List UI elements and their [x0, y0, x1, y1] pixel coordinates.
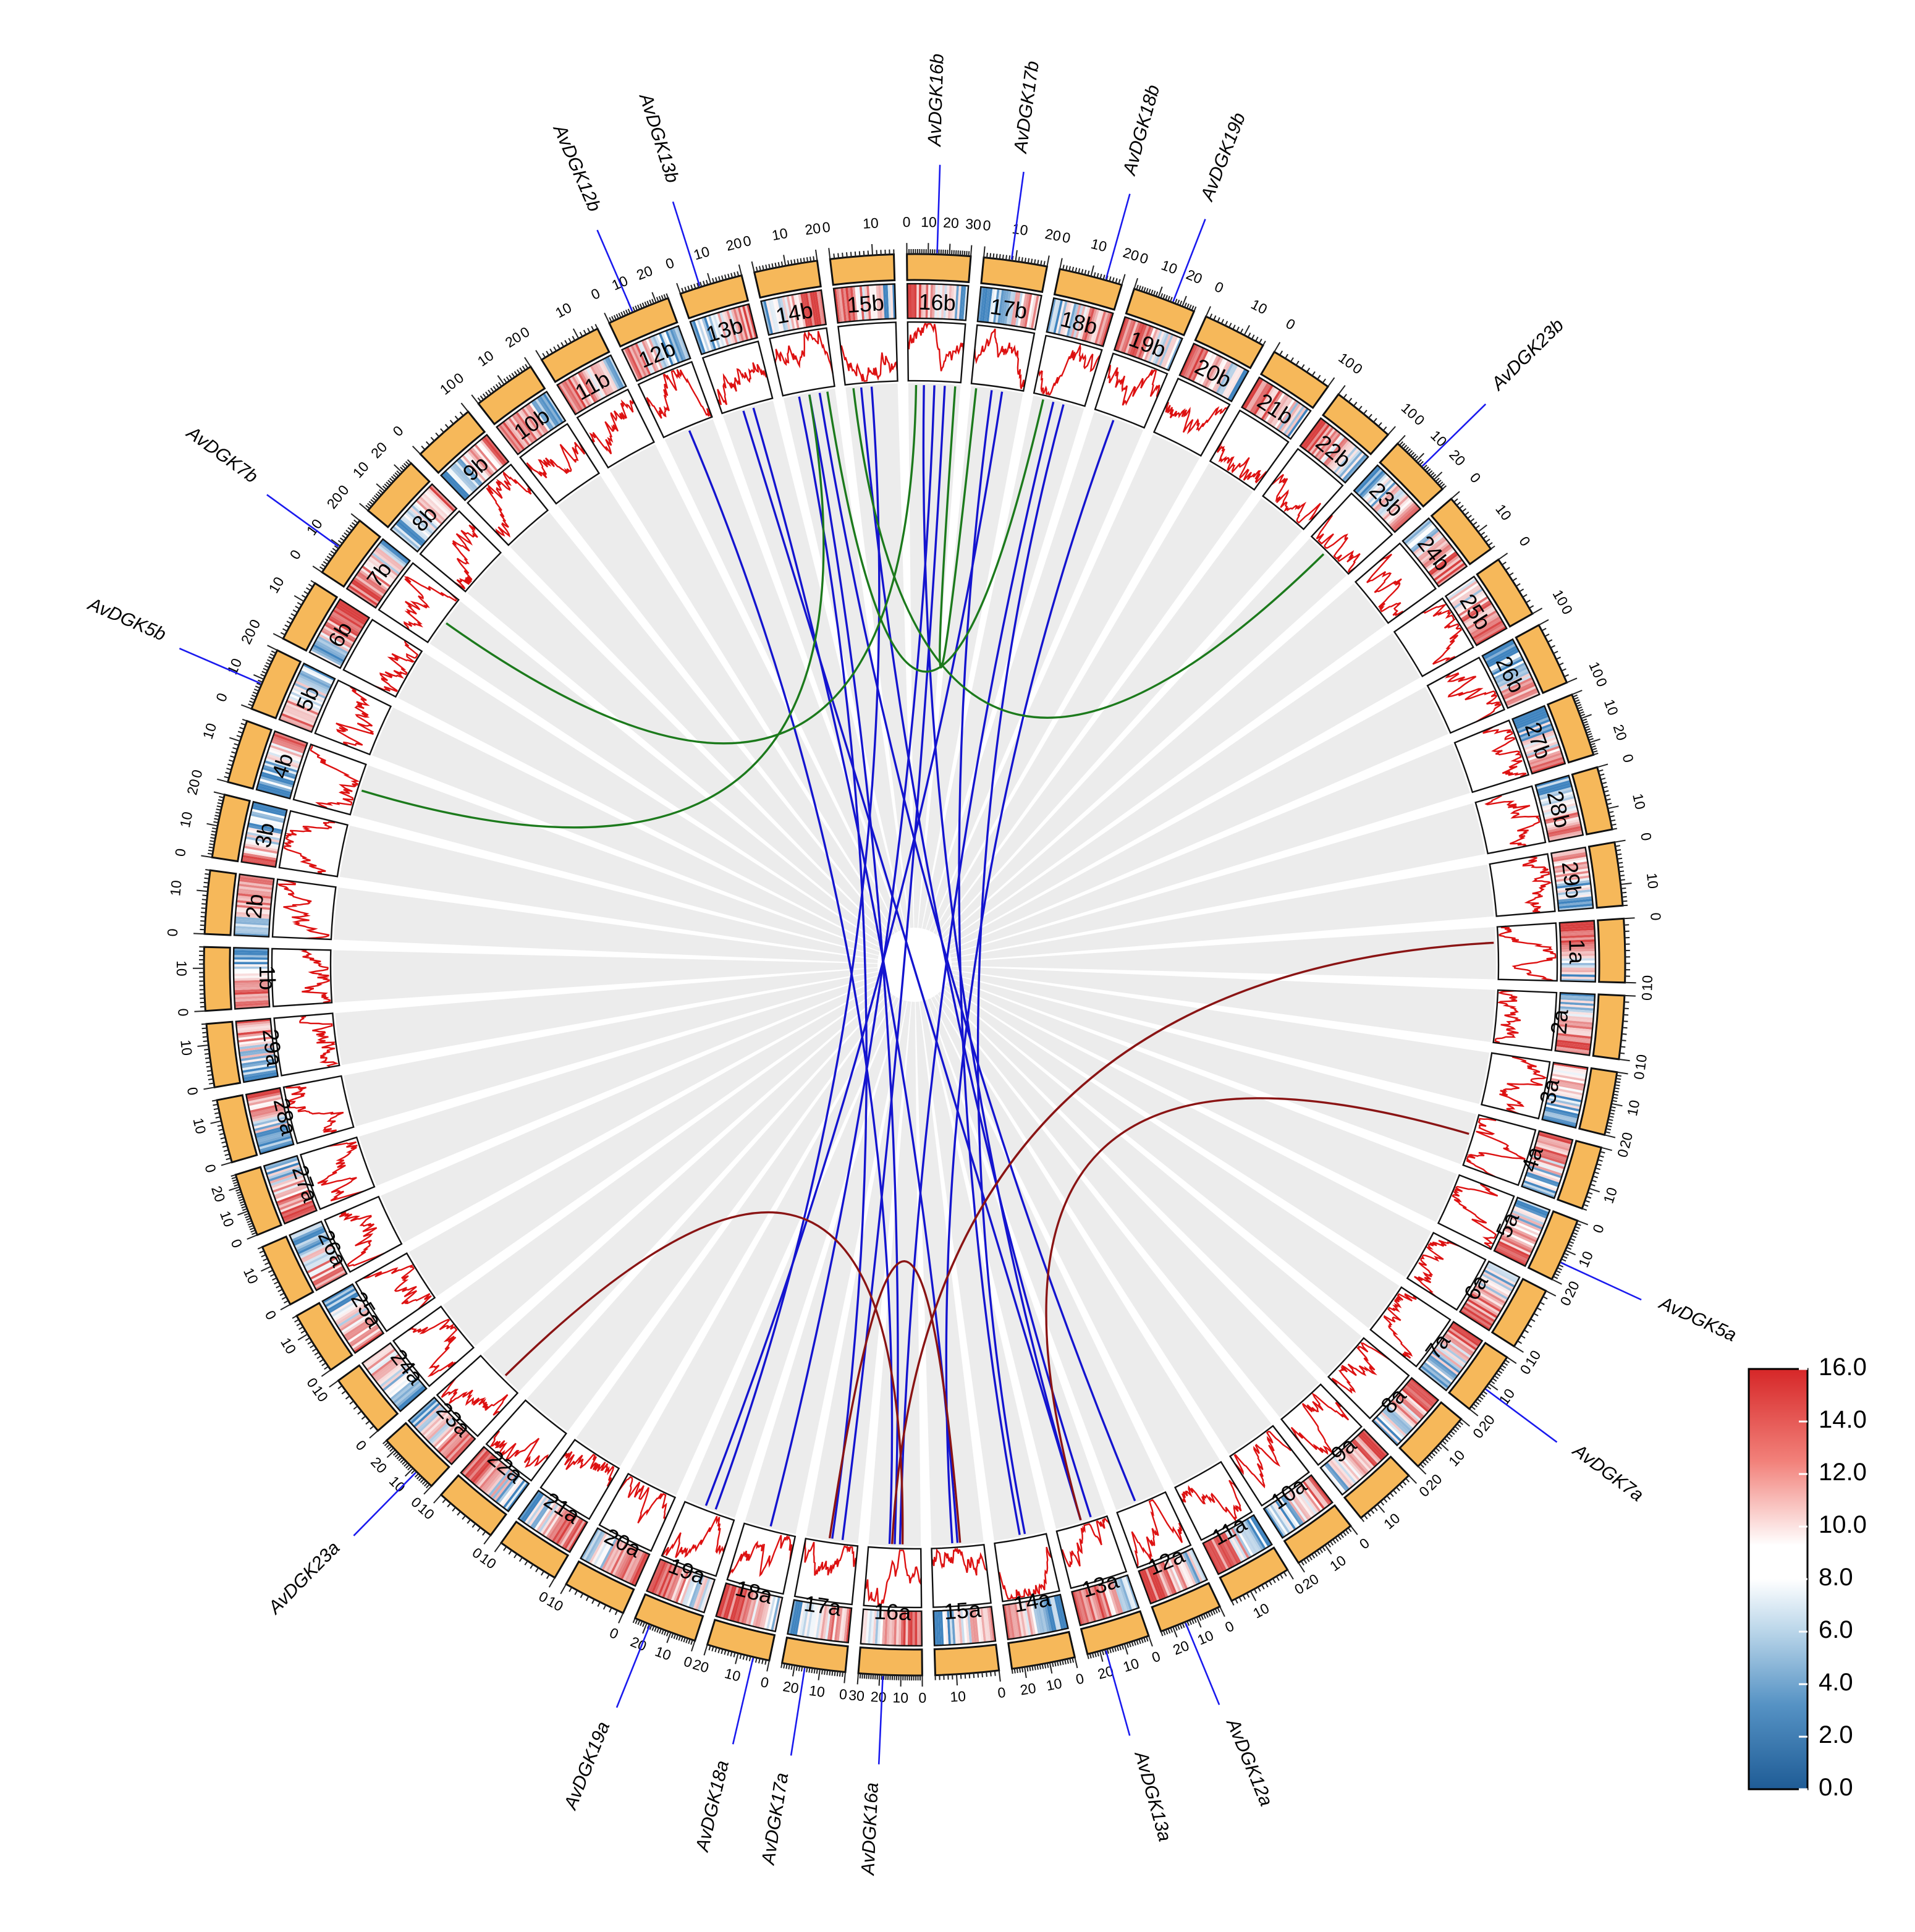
svg-text:17b: 17b: [989, 294, 1029, 324]
svg-text:30: 30: [848, 1687, 865, 1704]
svg-text:20: 20: [1019, 1680, 1037, 1698]
svg-text:1a: 1a: [1564, 939, 1590, 965]
svg-text:10: 10: [1045, 1675, 1063, 1693]
svg-text:15a: 15a: [943, 1596, 983, 1624]
svg-text:10.0: 10.0: [1819, 1511, 1867, 1538]
svg-text:0: 0: [982, 217, 991, 234]
svg-text:1b: 1b: [255, 965, 281, 991]
svg-text:0: 0: [164, 928, 181, 937]
svg-text:30: 30: [965, 216, 982, 233]
svg-text:29b: 29b: [1557, 860, 1586, 900]
svg-text:0: 0: [839, 1686, 848, 1703]
svg-text:10: 10: [1644, 872, 1662, 889]
svg-text:4.0: 4.0: [1819, 1669, 1853, 1696]
svg-text:AvDGK16a: AvDGK16a: [858, 1782, 882, 1877]
svg-text:0: 0: [1647, 912, 1664, 921]
svg-text:29a: 29a: [258, 1028, 288, 1069]
svg-text:17a: 17a: [803, 1590, 843, 1621]
svg-text:10: 10: [1624, 1099, 1643, 1117]
svg-text:12.0: 12.0: [1819, 1459, 1867, 1486]
svg-text:20: 20: [782, 1678, 800, 1697]
svg-text:10: 10: [950, 1688, 966, 1705]
svg-text:6.0: 6.0: [1819, 1616, 1853, 1643]
svg-text:10: 10: [177, 810, 196, 829]
svg-text:15b: 15b: [846, 290, 885, 318]
svg-text:AvDGK16b: AvDGK16b: [924, 53, 948, 147]
svg-text:16.0: 16.0: [1819, 1354, 1867, 1381]
svg-text:14.0: 14.0: [1819, 1406, 1867, 1433]
svg-text:0: 0: [918, 1690, 926, 1706]
svg-text:0.0: 0.0: [1819, 1774, 1853, 1801]
svg-text:10: 10: [177, 1039, 195, 1056]
svg-text:10: 10: [1639, 975, 1655, 991]
svg-text:20: 20: [943, 214, 960, 231]
svg-text:20: 20: [804, 220, 822, 238]
svg-text:16b: 16b: [918, 289, 956, 316]
svg-text:10: 10: [892, 1690, 908, 1706]
svg-text:8.0: 8.0: [1819, 1564, 1853, 1591]
svg-text:0: 0: [175, 1008, 192, 1017]
svg-text:20: 20: [1044, 226, 1062, 244]
svg-text:10: 10: [1632, 1053, 1650, 1071]
svg-text:10: 10: [167, 879, 184, 897]
svg-text:20: 20: [870, 1688, 887, 1705]
svg-text:10: 10: [862, 214, 879, 231]
svg-text:10: 10: [771, 225, 789, 244]
svg-text:10: 10: [1011, 220, 1029, 238]
svg-text:2a: 2a: [1545, 1008, 1573, 1036]
svg-text:10: 10: [174, 960, 190, 977]
svg-text:10: 10: [921, 214, 937, 230]
svg-text:10: 10: [808, 1682, 826, 1700]
svg-text:2b: 2b: [240, 893, 268, 920]
svg-text:3b: 3b: [250, 821, 279, 850]
svg-text:0: 0: [902, 214, 910, 230]
svg-text:2.0: 2.0: [1819, 1721, 1853, 1748]
svg-text:16a: 16a: [874, 1598, 912, 1625]
svg-text:0: 0: [1639, 992, 1655, 1001]
